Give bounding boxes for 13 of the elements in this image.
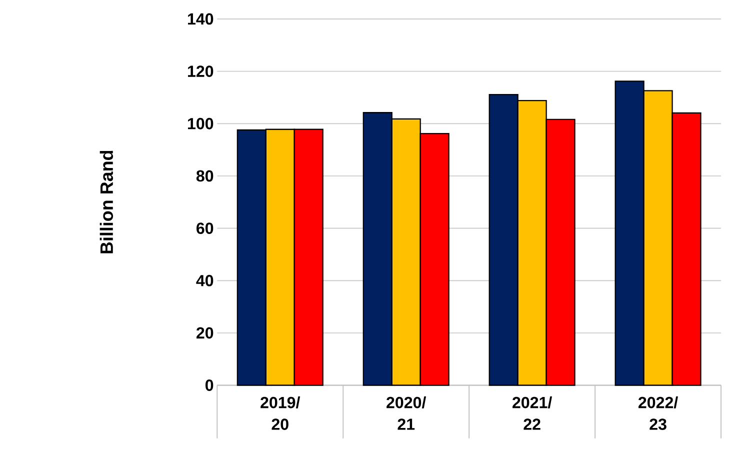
- x-tick-label: 2019/20: [260, 396, 300, 430]
- x-tick-label: 2022/23: [638, 396, 678, 430]
- y-axis-title: Billion Rand: [100, 150, 114, 254]
- y-tick-label: 60: [196, 222, 214, 234]
- y-tick-label: 40: [196, 274, 214, 286]
- y-tick-label: 100: [188, 118, 214, 130]
- x-tick-label: 2020/21: [386, 396, 426, 430]
- y-tick-label: 120: [188, 66, 214, 78]
- y-tick-label: 140: [188, 13, 214, 25]
- x-tick-label: 2021/22: [512, 396, 552, 430]
- y-tick-label: 80: [196, 170, 214, 182]
- y-tick-label: 20: [196, 327, 214, 339]
- y-tick-label: 0: [206, 380, 214, 391]
